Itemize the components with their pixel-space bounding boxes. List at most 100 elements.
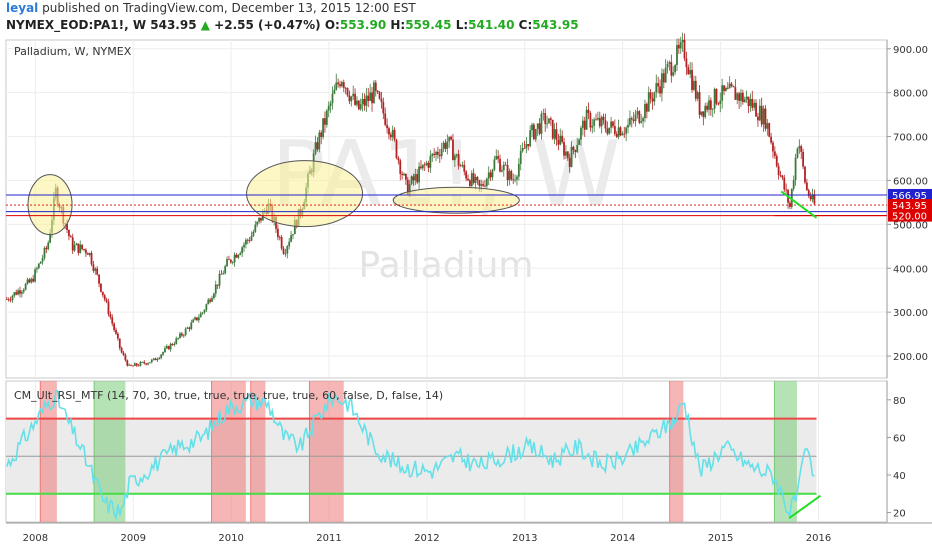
price-candle-body bbox=[216, 284, 219, 286]
price-candle-body bbox=[557, 140, 560, 145]
price-candle-body bbox=[357, 100, 360, 110]
price-candle-body bbox=[324, 118, 326, 125]
x-tick-label: 2009 bbox=[121, 533, 146, 544]
price-candle-body bbox=[533, 124, 535, 140]
price-candle-body bbox=[516, 176, 518, 180]
price-candle-body bbox=[228, 259, 230, 260]
price-candle-body bbox=[538, 123, 541, 134]
publisher-username[interactable]: leyal bbox=[6, 1, 39, 15]
price-candle-body bbox=[805, 182, 808, 191]
price-candle-body bbox=[34, 269, 36, 282]
rsi-highlight-bar bbox=[40, 381, 57, 522]
price-candle-body bbox=[371, 92, 373, 104]
price-change: +2.55 (+0.47%) bbox=[214, 18, 321, 32]
price-candle-body bbox=[399, 160, 402, 174]
price-candle-body bbox=[237, 254, 240, 258]
price-candle-body bbox=[192, 319, 195, 323]
price-candle-body bbox=[7, 299, 10, 300]
close-value: 543.95 bbox=[532, 18, 579, 32]
price-candle-body bbox=[137, 365, 140, 367]
price-candle-body bbox=[444, 142, 447, 149]
price-candle-body bbox=[222, 273, 225, 275]
price-candle-body bbox=[593, 119, 596, 126]
price-candle-body bbox=[113, 323, 116, 330]
price-candle-body bbox=[570, 146, 573, 167]
price-candle-body bbox=[751, 98, 754, 108]
price-y-tick-label: 400.00 bbox=[893, 264, 928, 275]
publish-info: published on TradingView.com, December 1… bbox=[42, 1, 416, 15]
price-candle-body bbox=[770, 136, 773, 143]
publisher-line: leyal published on TradingView.com, Dece… bbox=[6, 1, 416, 18]
price-candle-body bbox=[201, 312, 204, 314]
price-candle-body bbox=[209, 299, 212, 302]
price-candle-body bbox=[165, 346, 168, 349]
price-candle-body bbox=[589, 113, 592, 128]
rsi-highlight-bar bbox=[211, 381, 246, 522]
price-candle-body bbox=[514, 179, 516, 181]
price-candle-body bbox=[717, 103, 720, 105]
price-candle-body bbox=[350, 96, 353, 102]
price-candle-body bbox=[246, 239, 249, 241]
price-panel-title: Palladium, W, NYMEX bbox=[14, 45, 132, 58]
price-candle-body bbox=[241, 247, 244, 254]
price-candle-body bbox=[674, 65, 676, 73]
price-candle-body bbox=[175, 338, 178, 344]
price-candle-body bbox=[431, 153, 434, 156]
price-candle-body bbox=[335, 82, 338, 90]
price-candle-body bbox=[587, 109, 590, 114]
price-candle-body bbox=[442, 142, 445, 149]
price-candle-body bbox=[103, 295, 106, 300]
price-candle-body bbox=[617, 127, 620, 137]
price-candle-body bbox=[645, 103, 648, 112]
price-candle-body bbox=[491, 169, 494, 178]
price-candle-body bbox=[77, 243, 80, 253]
price-candle-body bbox=[69, 236, 72, 238]
price-candle-body bbox=[252, 231, 255, 236]
price-panel[interactable]: PA1!, WPalladium200.00300.00400.00500.00… bbox=[5, 32, 932, 379]
price-candle-body bbox=[698, 92, 701, 115]
price-candle-body bbox=[199, 313, 202, 318]
price-candle-body bbox=[775, 155, 778, 167]
x-tick-label: 2016 bbox=[806, 533, 831, 544]
price-candle-body bbox=[574, 150, 577, 152]
last-price: 543.95 bbox=[150, 18, 197, 32]
price-candle-body bbox=[811, 194, 814, 200]
price-candle-body bbox=[122, 352, 125, 356]
price-candle-body bbox=[551, 119, 554, 139]
price-candle-body bbox=[768, 123, 771, 137]
price-candle-body bbox=[124, 355, 127, 361]
price-candle-body bbox=[224, 266, 227, 274]
price-candle-body bbox=[412, 176, 415, 181]
price-candle-body bbox=[405, 173, 407, 180]
price-candle-body bbox=[523, 148, 526, 149]
price-candle-body bbox=[22, 289, 25, 292]
price-y-tick-label: 300.00 bbox=[893, 308, 928, 319]
price-candle-body bbox=[32, 278, 35, 282]
price-candle-body bbox=[783, 177, 786, 190]
price-candle-body bbox=[254, 224, 257, 232]
price-candle-body bbox=[292, 234, 294, 236]
price-candle-body bbox=[472, 173, 475, 183]
price-candle-body bbox=[290, 235, 292, 242]
price-candle-body bbox=[180, 333, 183, 336]
price-candle-body bbox=[286, 246, 289, 254]
price-candle-body bbox=[90, 253, 93, 265]
price-candle-body bbox=[126, 360, 129, 366]
price-candle-body bbox=[559, 135, 562, 145]
price-candle-body bbox=[709, 100, 712, 110]
price-candle-body bbox=[179, 333, 181, 338]
price-candle-body bbox=[365, 95, 368, 106]
price-candle-body bbox=[758, 105, 761, 121]
price-candle-body bbox=[657, 83, 660, 87]
price-candle-body bbox=[670, 62, 673, 76]
price-candle-body bbox=[666, 63, 669, 68]
price-y-tick-label: 800.00 bbox=[893, 89, 928, 100]
price-candle-body bbox=[482, 184, 484, 186]
symbol-label[interactable]: NYMEX_EOD:PA1!, W bbox=[6, 18, 147, 32]
price-candle-body bbox=[693, 80, 695, 90]
price-candle-body bbox=[796, 148, 799, 158]
price-candle-body bbox=[256, 221, 259, 225]
price-candle-body bbox=[708, 100, 710, 110]
rsi-indicator-panel[interactable]: 20 40 60 80 CM_Ult_RSI_MTF (14, 70, 30, true… bbox=[5, 380, 906, 523]
